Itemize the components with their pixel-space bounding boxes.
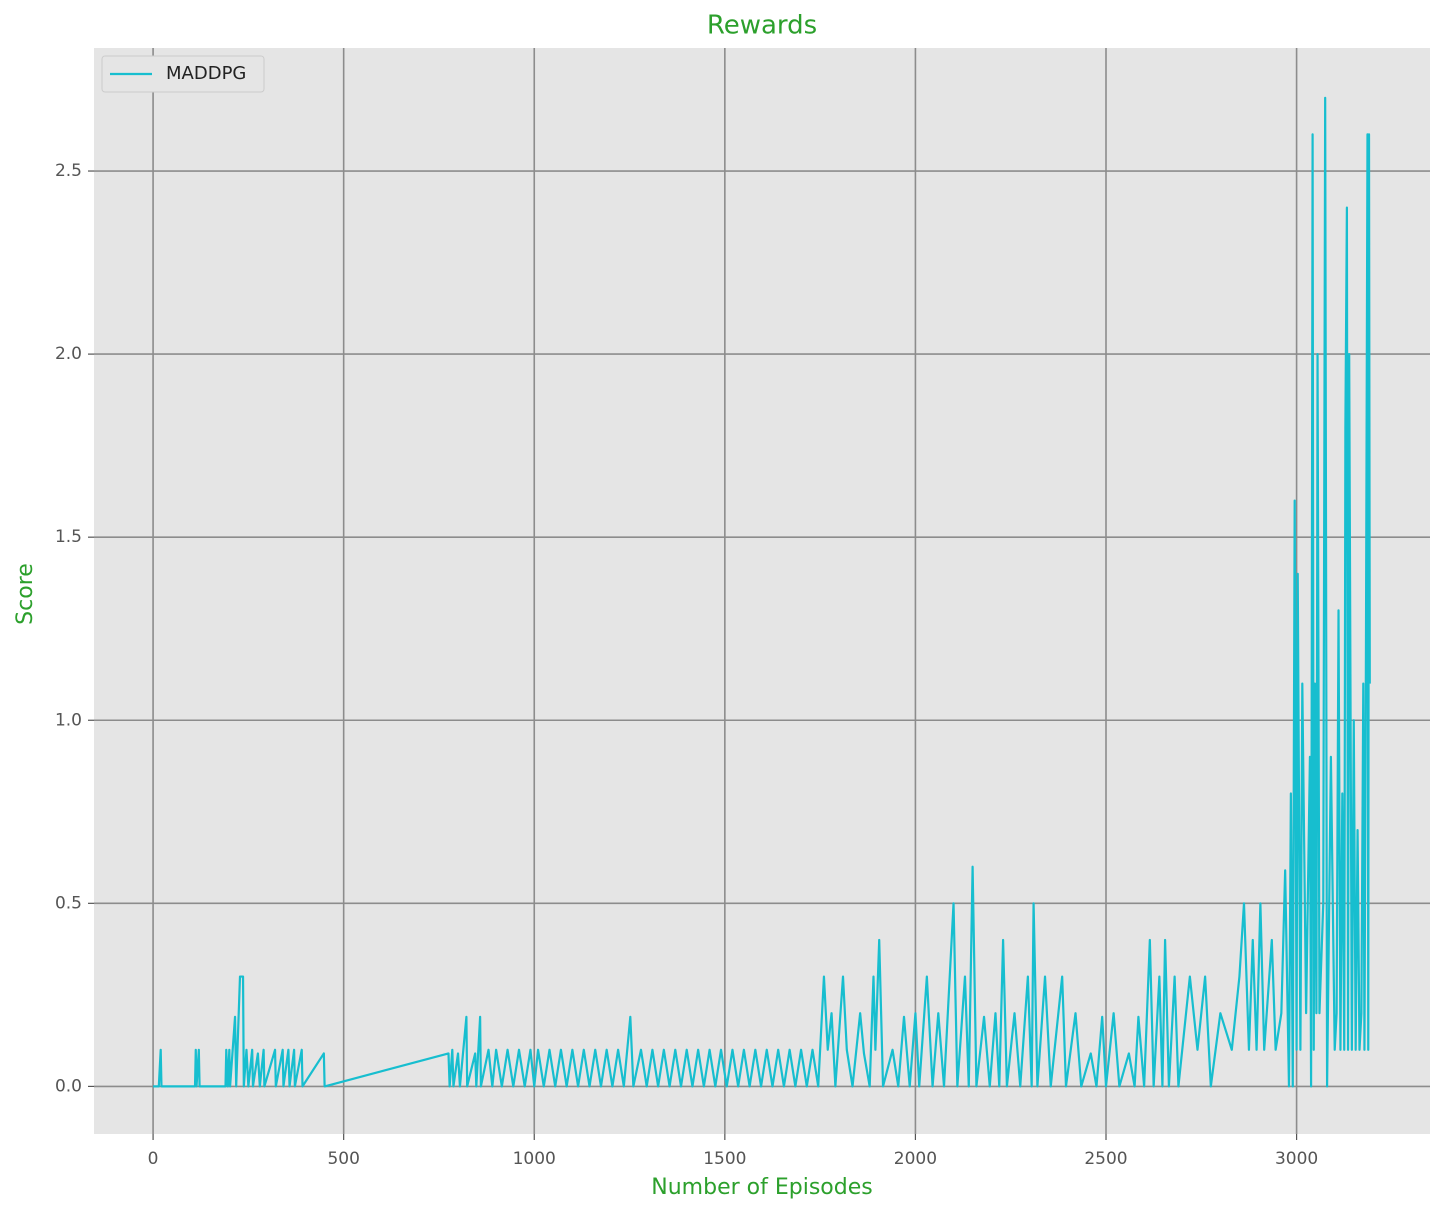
legend: MADDPG (101, 55, 265, 93)
y-tick-label: 2.5 (55, 161, 82, 181)
legend-box (101, 55, 265, 93)
x-tick-label: 2500 (1084, 1149, 1127, 1169)
x-tick-label: 2000 (894, 1149, 937, 1169)
y-tick-label: 0.0 (55, 1076, 82, 1096)
plot-area (94, 48, 1430, 1134)
x-tick-label: 1000 (513, 1149, 556, 1169)
marks (153, 96, 1371, 1088)
x-tick-label: 3000 (1275, 1149, 1318, 1169)
line-series (153, 96, 1371, 1088)
x-tick-label: 0 (148, 1149, 159, 1169)
y-axis-label: Score (13, 563, 38, 625)
x-tick-label: 500 (327, 1149, 359, 1169)
chart-title: Rewards (707, 11, 817, 41)
legend-label: MADDPG (166, 63, 246, 84)
x-tick-label: 1500 (703, 1149, 746, 1169)
y-tick-label: 0.5 (55, 893, 82, 913)
y-tick-label: 1.5 (55, 527, 82, 547)
y-tick-label: 1.0 (55, 710, 82, 730)
y-tick-label: 2.0 (55, 344, 82, 364)
grid (94, 48, 1430, 1134)
x-axis-label: Number of Episodes (651, 1175, 872, 1200)
